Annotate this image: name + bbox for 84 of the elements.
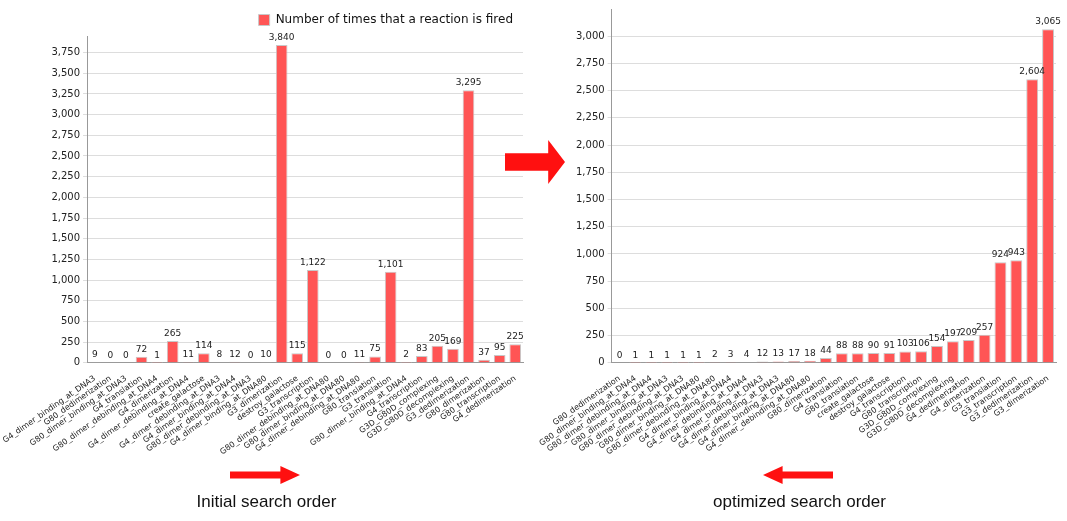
data-label: 0 bbox=[107, 349, 114, 360]
data-label: 1 bbox=[664, 349, 671, 360]
legend-label: Number of times that a reaction is fired bbox=[275, 12, 514, 27]
y-tick-label: 1,500 bbox=[51, 232, 81, 244]
data-label: 3,065 bbox=[1035, 15, 1061, 26]
y-tick-label: 3,500 bbox=[51, 66, 81, 78]
data-label: 72 bbox=[135, 343, 148, 354]
data-label: 37 bbox=[478, 346, 490, 357]
data-label: 115 bbox=[288, 340, 306, 351]
data-label: 12 bbox=[756, 348, 769, 359]
y-tick-label: 3,000 bbox=[51, 108, 81, 120]
data-label: 44 bbox=[820, 344, 832, 355]
data-label: 9 bbox=[91, 348, 98, 359]
y-tick-label: 750 bbox=[60, 294, 81, 306]
data-label: 10 bbox=[260, 348, 273, 359]
text: optimized search order bbox=[712, 492, 887, 512]
data-label: 205 bbox=[428, 332, 446, 343]
data-label: 4 bbox=[743, 349, 750, 360]
y-tick-label: 250 bbox=[60, 335, 81, 347]
y-tick-label: 3,750 bbox=[51, 46, 81, 58]
y-tick-label: 1,500 bbox=[575, 193, 605, 205]
y-tick-label: 250 bbox=[585, 329, 605, 341]
data-label: 0 bbox=[123, 349, 130, 360]
y-tick-label: 2,750 bbox=[575, 57, 605, 69]
y-tick-label: 1,000 bbox=[575, 247, 605, 259]
data-label: 154 bbox=[928, 332, 946, 343]
y-tick-label: 2,000 bbox=[51, 190, 81, 202]
y-tick-label: 2,500 bbox=[575, 84, 605, 96]
y-tick-label: 2,000 bbox=[575, 138, 605, 150]
y-tick-label: 2,250 bbox=[51, 170, 81, 182]
data-label: 0 bbox=[341, 349, 348, 360]
data-label: 1,122 bbox=[299, 256, 326, 267]
data-label: 1 bbox=[154, 349, 160, 360]
data-label: 1 bbox=[680, 349, 686, 360]
data-label: 169 bbox=[444, 335, 462, 346]
data-label: 95 bbox=[493, 341, 506, 352]
data-label: 1 bbox=[648, 349, 655, 360]
data-label: 0 bbox=[616, 349, 623, 360]
data-label: 265 bbox=[164, 327, 182, 338]
data-label: 13 bbox=[772, 348, 784, 359]
text: Initial search order bbox=[195, 492, 338, 512]
data-label: 11 bbox=[353, 348, 366, 359]
y-tick-label: 2,250 bbox=[575, 111, 605, 123]
y-tick-label: 500 bbox=[60, 315, 81, 327]
data-label: 12 bbox=[229, 348, 241, 359]
y-tick-label: 1,250 bbox=[575, 220, 605, 232]
data-label: 106 bbox=[912, 338, 930, 349]
data-label: 17 bbox=[788, 347, 800, 358]
data-label: 2 bbox=[711, 349, 718, 360]
y-tick-label: 0 bbox=[73, 356, 81, 368]
data-label: 2 bbox=[403, 349, 410, 360]
data-label: 197 bbox=[944, 328, 962, 339]
data-label: 18 bbox=[804, 347, 817, 358]
data-label: 1 bbox=[632, 349, 639, 360]
data-label: 3,840 bbox=[268, 31, 295, 42]
y-tick-label: 2,750 bbox=[51, 128, 81, 140]
data-label: 1 bbox=[696, 349, 702, 360]
data-label: 209 bbox=[960, 326, 978, 337]
y-tick-label: 2,500 bbox=[51, 149, 81, 161]
y-tick-label: 500 bbox=[585, 301, 605, 313]
data-label: 75 bbox=[369, 343, 381, 354]
data-label: 90 bbox=[867, 339, 880, 350]
data-label: 11 bbox=[182, 348, 194, 359]
data-label: 3,295 bbox=[455, 77, 482, 88]
data-label: 88 bbox=[836, 340, 848, 351]
y-tick-label: 1,000 bbox=[51, 273, 81, 285]
data-label: 225 bbox=[506, 331, 524, 342]
y-tick-label: 1,750 bbox=[51, 211, 81, 223]
data-label: 91 bbox=[883, 339, 896, 350]
y-tick-label: 0 bbox=[598, 356, 605, 368]
data-label: 0 bbox=[325, 349, 332, 360]
y-tick-label: 1,750 bbox=[575, 165, 605, 177]
data-label: 103 bbox=[896, 338, 914, 349]
data-label: 88 bbox=[851, 340, 864, 351]
data-label: 1,101 bbox=[377, 258, 404, 269]
data-label: 114 bbox=[195, 340, 213, 351]
data-label: 8 bbox=[216, 348, 223, 359]
data-label: 0 bbox=[247, 349, 254, 360]
y-tick-label: 1,250 bbox=[51, 252, 81, 264]
data-label: 3 bbox=[727, 349, 734, 360]
y-tick-label: 3,250 bbox=[51, 87, 81, 99]
y-tick-label: 750 bbox=[585, 274, 605, 286]
y-tick-label: 3,000 bbox=[575, 29, 605, 41]
data-label: 83 bbox=[416, 342, 428, 353]
